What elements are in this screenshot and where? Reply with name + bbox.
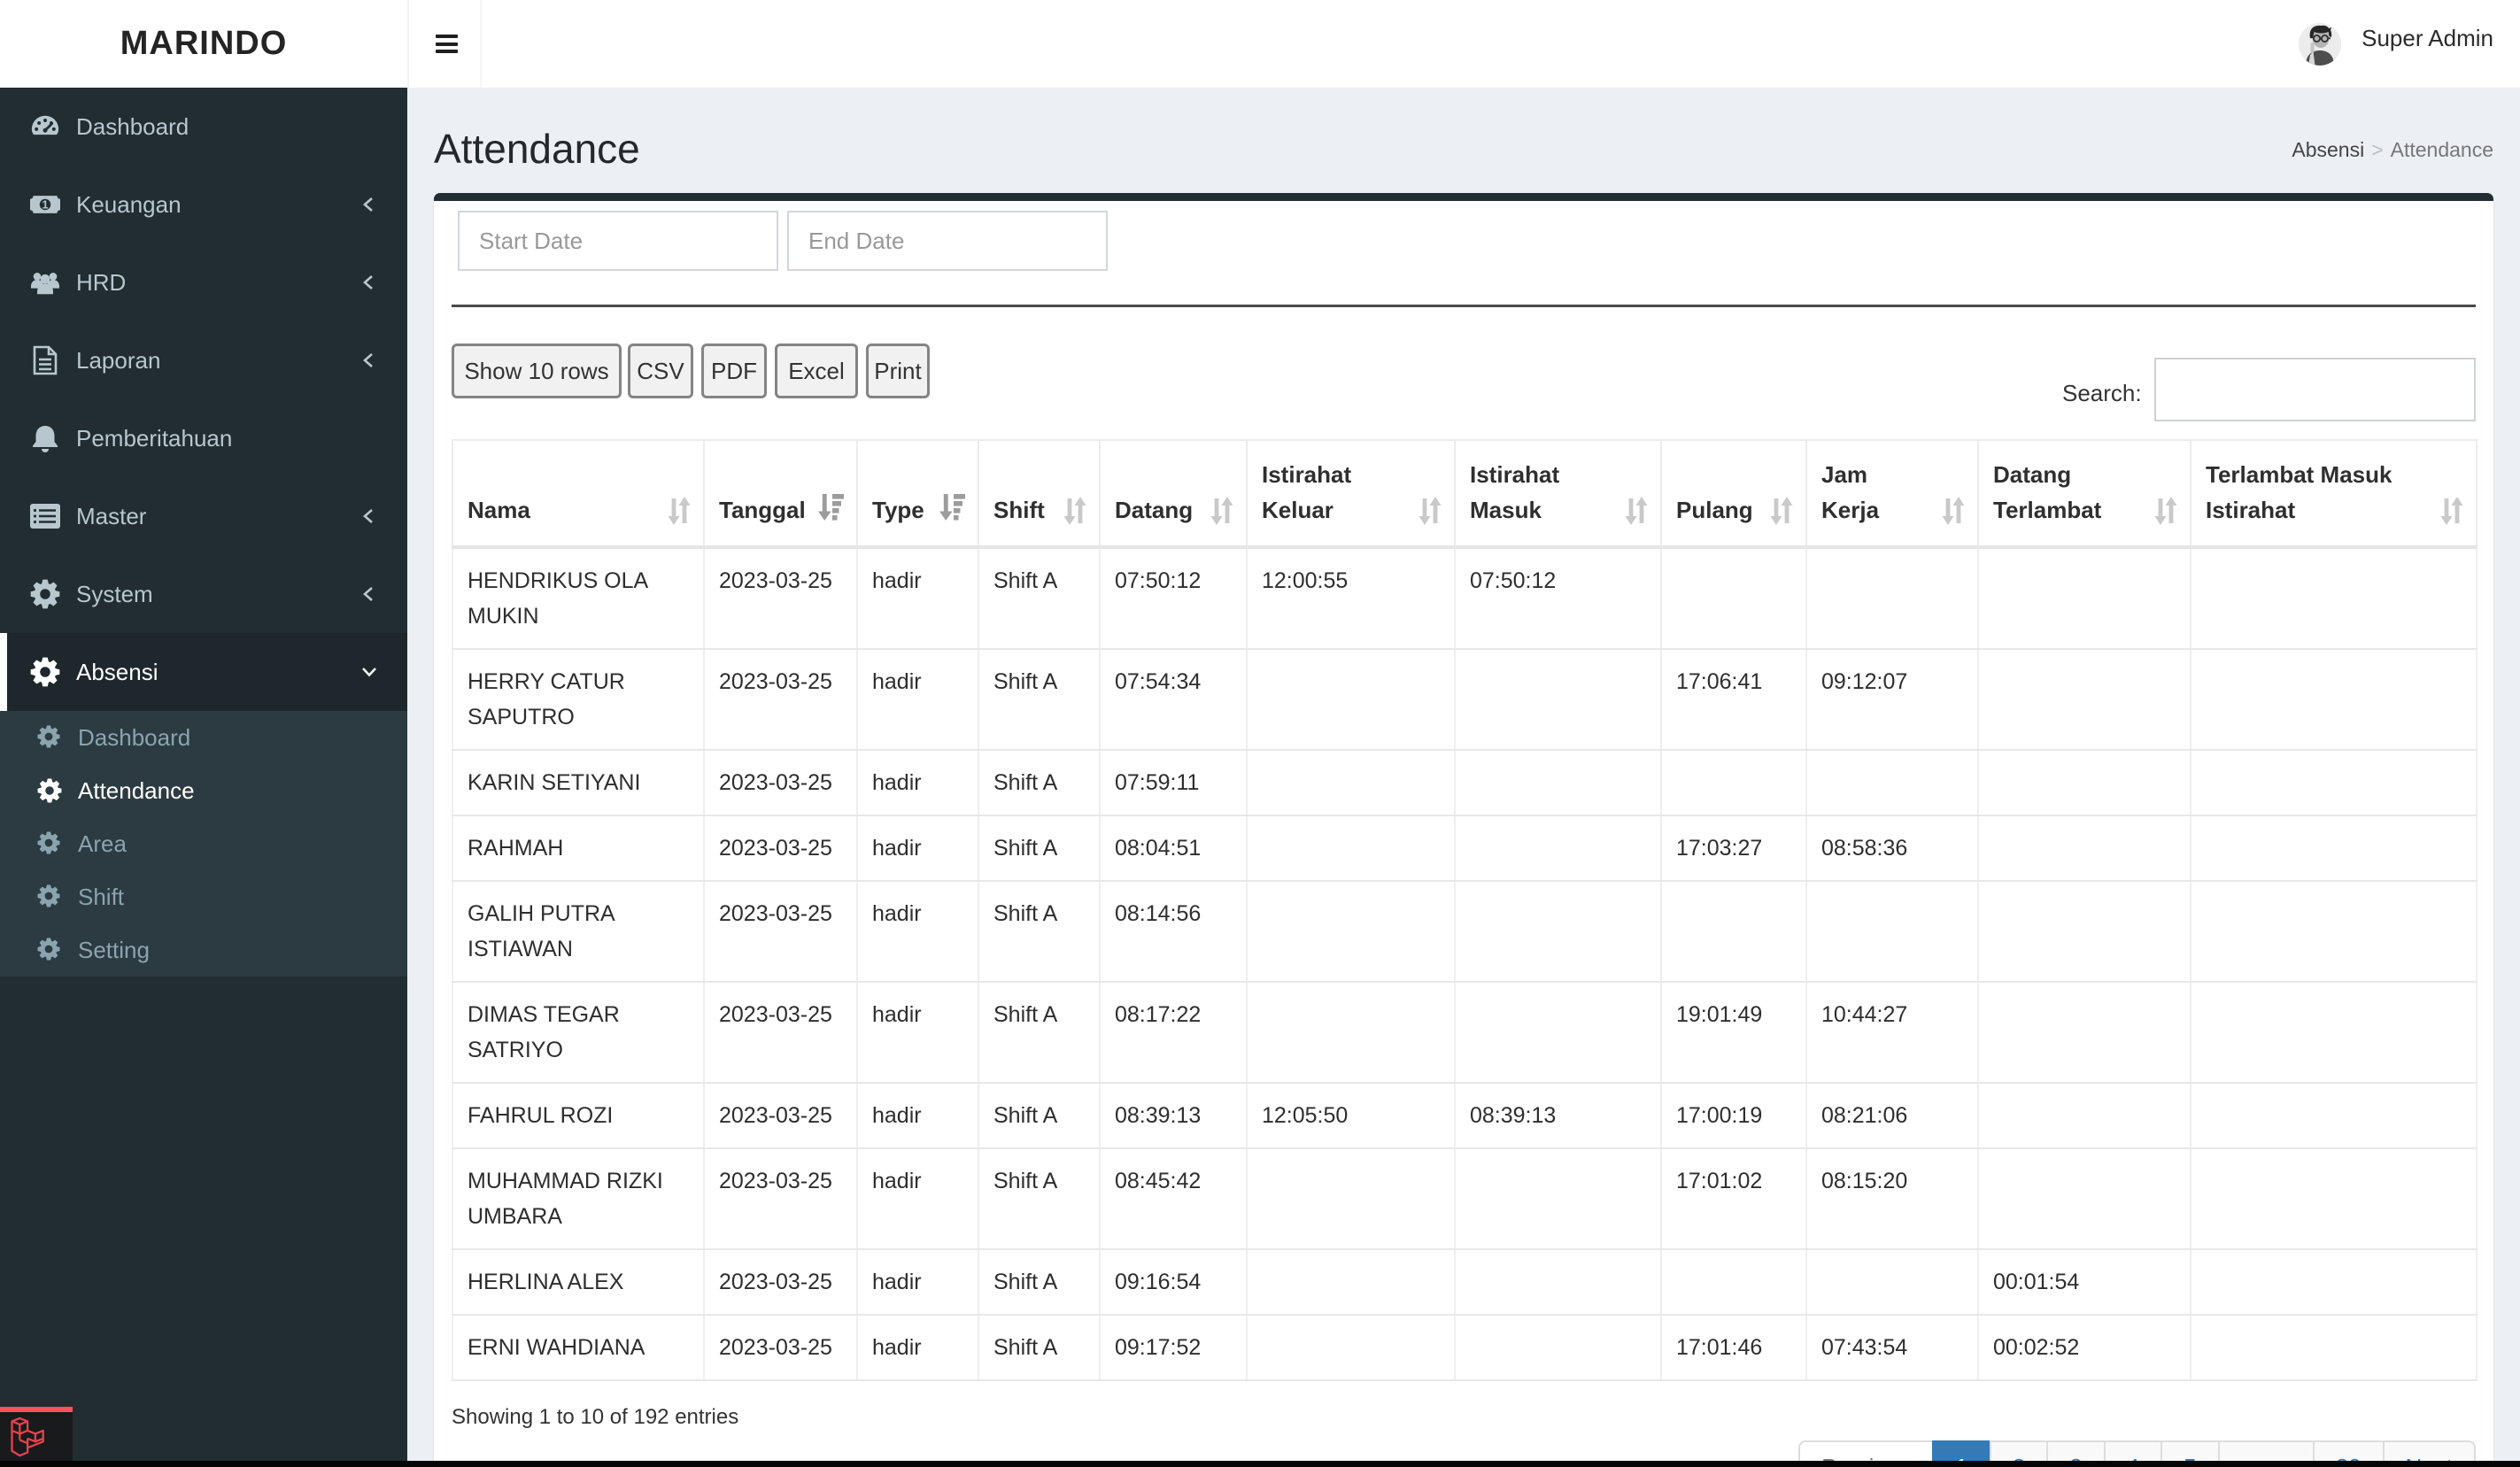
svg-text:1: 1 (43, 198, 49, 211)
